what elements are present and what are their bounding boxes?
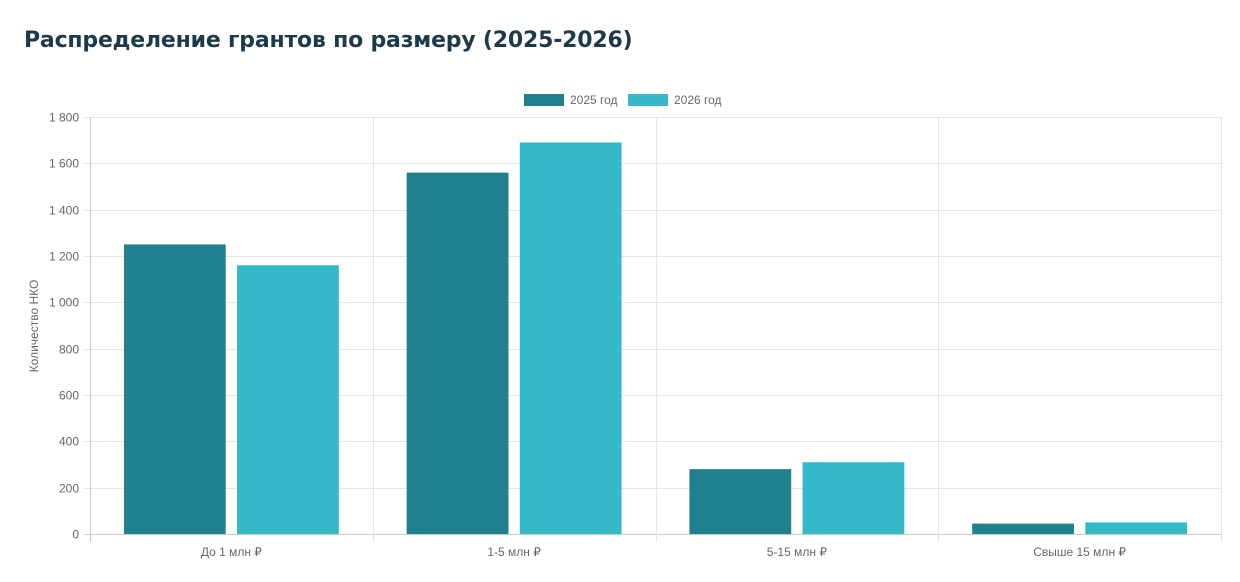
y-tick-label: 1 800 — [49, 111, 79, 125]
x-tick-labels: До 1 млн ₽ 1-5 млн ₽ 5-15 млн ₽ Свыше 15 мл… — [201, 545, 1127, 559]
bar-2025[interactable] — [689, 469, 792, 534]
y-tick-label: 800 — [59, 343, 79, 357]
legend-label: 2026 год — [674, 93, 722, 107]
bar-2025[interactable] — [123, 244, 226, 534]
x-tick-label: Свыше 15 млн ₽ — [1033, 545, 1126, 559]
y-tick-label: 1 200 — [49, 250, 79, 264]
y-tick-label: 200 — [59, 482, 79, 496]
x-tick-label: До 1 млн ₽ — [201, 545, 262, 559]
legend-swatch — [628, 94, 668, 106]
y-tick-labels: 0 200 400 600 800 1 000 1 200 1 400 1 600 1 800 — [49, 111, 79, 542]
y-tick-label: 0 — [72, 528, 79, 542]
x-tick-label: 1-5 млн ₽ — [487, 545, 541, 559]
legend-swatch — [524, 94, 564, 106]
bars — [123, 142, 1188, 534]
bar-2025[interactable] — [406, 172, 509, 534]
legend-item[interactable]: 2025 год — [524, 93, 618, 107]
x-tick-label: 5-15 млн ₽ — [767, 545, 828, 559]
y-tick-label: 1 400 — [49, 204, 79, 218]
y-tick-label: 1 000 — [49, 296, 79, 310]
bar-2026[interactable] — [802, 462, 905, 534]
legend[interactable]: 2025 год 2026 год — [524, 93, 722, 107]
legend-item[interactable]: 2026 год — [628, 93, 722, 107]
y-tick-label: 600 — [59, 389, 79, 403]
y-tick-label: 1 600 — [49, 157, 79, 171]
bar-2025[interactable] — [972, 523, 1074, 534]
legend-label: 2025 год — [570, 93, 618, 107]
bar-2026[interactable] — [1085, 522, 1188, 534]
chart-title: Распределение грантов по размеру (2025-2… — [24, 28, 633, 53]
bar-2026[interactable] — [237, 265, 339, 534]
bar-2026[interactable] — [519, 142, 622, 534]
y-axis-title: Количество НКО — [27, 280, 41, 373]
y-tick-label: 400 — [59, 435, 79, 449]
